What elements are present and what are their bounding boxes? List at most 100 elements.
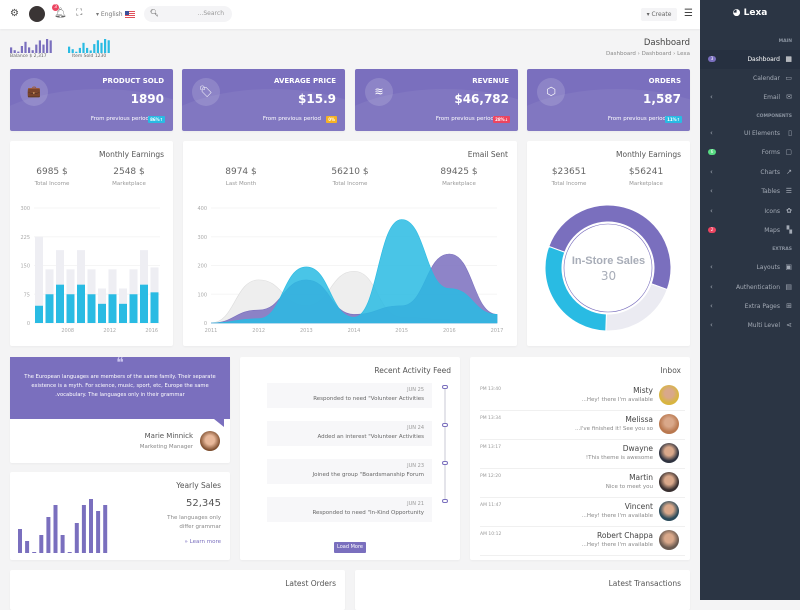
menu-icon[interactable]: ☰ — [684, 8, 693, 19]
y-tick-label: 0 — [204, 321, 207, 327]
sidebar-item-maps[interactable]: 2 Maps ▚ — [700, 221, 800, 240]
sparkline-bar — [107, 40, 110, 53]
x-tick-label: 2013 — [300, 328, 313, 334]
marketplace-label: Marketplace — [112, 181, 146, 187]
message-preview: Nice to meet you — [605, 484, 653, 490]
author-avatar — [200, 431, 220, 451]
yearly-bar — [32, 552, 37, 553]
activity-item: JUN 23 Joined the group "Boardsmanship Fo… — [267, 459, 432, 484]
inbox-message[interactable]: AM 10:12 Robert Chappa ...Hey! there I'm a… — [480, 527, 685, 556]
y-tick-label: 225 — [20, 235, 30, 241]
balance-label: Balance $ 2,317 — [10, 54, 47, 59]
last-month-label: Last Month — [225, 181, 257, 187]
brand-logo[interactable]: ◕ Lexa — [700, 8, 800, 18]
layout-icon: ▣ — [785, 263, 792, 271]
earnings-bar — [129, 294, 138, 323]
author-role: Marketing Manager — [139, 444, 193, 450]
stat-card: ⬡ ORDERS 1,587 From previous period 11%↑ — [527, 69, 690, 131]
monthly-earnings-donut-card: Monthly Earnings $23651 Total Income $56… — [527, 141, 690, 346]
total-bar — [35, 236, 43, 323]
y-tick-label: 75 — [24, 292, 30, 298]
bell-icon[interactable]: 🔔︎ — [54, 8, 67, 19]
clipboard-icon: ▢ — [785, 148, 792, 156]
search-input[interactable]: 🔍︎ ...Search — [144, 6, 232, 22]
sidebar-item-multi-level[interactable]: ‹ Multi Level ⋖ — [700, 316, 800, 335]
sidebar-item-label: Forms — [761, 149, 780, 156]
sparkline-bar — [38, 40, 41, 53]
load-more-button[interactable]: Load More — [334, 542, 366, 553]
chevron-left-icon: ‹ — [710, 129, 713, 137]
sidebar: ◕ Lexa MAIN COMPONENTS EXTRAS 3 Dashboard… — [700, 0, 800, 600]
quote-pointer — [214, 419, 224, 427]
avatar[interactable] — [29, 6, 45, 22]
sidebar-item-extra-pages[interactable]: ‹ Extra Pages ⊞ — [700, 297, 800, 316]
balance-sparkline — [10, 39, 52, 53]
items-sold-sparkline — [68, 39, 110, 53]
y-tick-label: 400 — [197, 206, 207, 212]
y-tick-label: 0 — [27, 321, 30, 327]
sidebar-badge: 6 — [708, 149, 716, 155]
learn-more-link[interactable]: » Learn more — [184, 539, 222, 545]
sidebar-item-label: Email — [763, 94, 780, 101]
stat-footer: From previous period — [262, 116, 321, 122]
sidebar-item-charts[interactable]: ‹ Charts ↗ — [700, 163, 800, 182]
breadcrumb-item[interactable]: Dashboard — [606, 51, 636, 57]
stat-badge: 0% — [326, 116, 337, 123]
sidebar-item-tables[interactable]: ‹ Tables ☰ — [700, 182, 800, 201]
inbox-message[interactable]: PM 13:17 Dwayne !This theme is awesome — [480, 440, 685, 469]
message-preview: !This theme is awesome — [585, 455, 653, 461]
sparkline-bar — [75, 51, 78, 53]
sidebar-item-calendar[interactable]: Calendar ▭ — [700, 69, 800, 88]
tag-icon: 🏷 — [192, 78, 220, 106]
brand-name: Lexa — [743, 8, 768, 18]
breadcrumb-item: Lexa — [677, 51, 690, 57]
section-main: MAIN — [778, 39, 792, 44]
decorative-wave — [355, 89, 518, 131]
language-select[interactable]: ▾ English — [96, 11, 135, 18]
sender-avatar — [659, 472, 679, 492]
gear-icon[interactable]: ⚙ — [10, 8, 19, 19]
create-button[interactable]: ▾ Create — [641, 8, 677, 21]
card-title: Email Sent — [467, 150, 508, 159]
inbox-message[interactable]: PM 13:40 Misty ...Hey! there I'm available — [480, 382, 685, 411]
sparkline-bar — [24, 41, 27, 53]
inbox-message[interactable]: PM 12:20 Martin Nice to meet you — [480, 469, 685, 498]
x-tick-label: 2015 — [395, 328, 408, 334]
yearly-bar — [53, 505, 58, 553]
yearly-bar — [67, 552, 72, 553]
stat-title: AVERAGE PRICE — [274, 77, 336, 85]
email-sent-area-chart: 0 100 200 300 400 2011 2012 2013 2014 2015 2016 201… — [197, 206, 503, 334]
stat-value: 1890 — [130, 92, 164, 106]
sidebar-item-ui-elements[interactable]: ‹ UI Elements ▯ — [700, 124, 800, 143]
sidebar-item-dashboard[interactable]: 3 Dashboard ▦ — [700, 50, 800, 69]
layers-icon: ≋ — [365, 78, 393, 106]
sender-name: Robert Chappa — [597, 531, 653, 540]
email-icon: ✉ — [786, 93, 792, 101]
inbox-message[interactable]: AM 11:47 Vincent ...Hey! there I'm availab… — [480, 498, 685, 527]
chevron-left-icon: ‹ — [710, 263, 713, 271]
yearly-sales-value: 52,345 — [186, 498, 221, 509]
total-income-label: Total Income — [34, 181, 70, 187]
sidebar-item-layouts[interactable]: ‹ Layouts ▣ — [700, 258, 800, 277]
section-components: COMPONENTS — [756, 114, 792, 119]
timeline-dot — [442, 423, 448, 427]
sidebar-item-forms[interactable]: 6 Forms ▢ — [700, 143, 800, 162]
donut-center-title: In-Store Sales — [571, 255, 646, 267]
sidebar-item-email[interactable]: ‹ Email ✉ — [700, 88, 800, 107]
latest-transactions-card: Latest Transactions — [355, 570, 690, 610]
timeline-line — [444, 387, 446, 502]
message-preview: ...Hey! there I'm available — [581, 513, 653, 519]
activity-text: Added an interest "Volunteer Activities — [317, 434, 424, 440]
timeline-dot — [442, 385, 448, 389]
stat-footer: From previous period — [90, 116, 149, 122]
sidebar-item-authentication[interactable]: ‹ Authentication ▤ — [700, 278, 800, 297]
sidebar-item-icons[interactable]: ‹ Icons ✿ — [700, 202, 800, 221]
stat-card: ≋ REVENUE $46,782 From previous period 28%↓ — [355, 69, 518, 131]
inbox-card: Inbox PM 13:40 Misty ...Hey! there I'm ava… — [470, 357, 690, 560]
fullscreen-icon[interactable]: ⛶ — [76, 8, 83, 18]
breadcrumb-item[interactable]: Dashboard — [641, 51, 672, 57]
author-name: Marie Minnick — [144, 432, 193, 440]
earnings-bar — [77, 284, 85, 323]
inbox-message[interactable]: PM 13:34 Melissa ...I've finished it! See … — [480, 411, 685, 440]
yearly-sales-bar-chart — [18, 499, 108, 553]
